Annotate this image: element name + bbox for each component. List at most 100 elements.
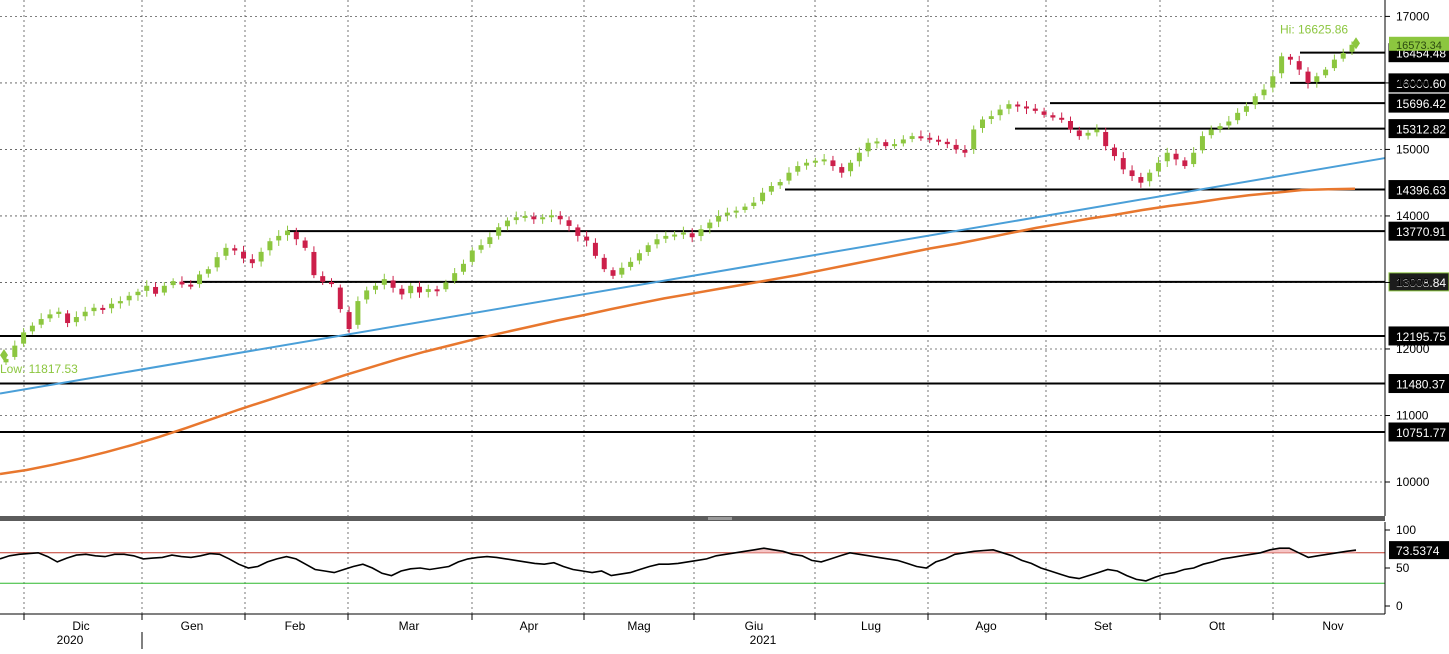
candle-body — [425, 289, 431, 292]
candlestick — [1050, 112, 1056, 121]
candlestick — [1147, 169, 1153, 187]
candle-body — [980, 119, 986, 128]
candle-body — [302, 240, 308, 248]
candlestick — [619, 262, 625, 278]
level-tag-label: 10751.77 — [1396, 426, 1446, 440]
candle-body — [601, 257, 607, 270]
candle-body — [760, 192, 766, 202]
candle-body — [381, 279, 387, 285]
candle-body — [109, 303, 115, 309]
candlestick — [1059, 112, 1065, 123]
candle-body — [487, 237, 493, 245]
candle-body — [1006, 104, 1012, 109]
candle-body — [786, 172, 792, 181]
candle-body — [883, 142, 889, 147]
candlestick — [469, 247, 475, 266]
candlestick — [540, 214, 546, 224]
candlestick — [1331, 54, 1337, 71]
candle-body — [153, 286, 159, 294]
candle-body — [1173, 153, 1179, 160]
high-annotation-label: Hi: 16625.86 — [1280, 22, 1348, 36]
candle-body — [1349, 44, 1355, 52]
candle-body — [1199, 136, 1205, 151]
candle-body — [249, 259, 255, 264]
candle-body — [610, 270, 616, 276]
month-tick-label: Giu — [745, 619, 764, 633]
candle-body — [1235, 112, 1241, 121]
low-annotation-label: Low: 11817.53 — [0, 362, 78, 376]
candlestick — [883, 139, 889, 149]
candlestick — [381, 273, 387, 290]
candle-body — [988, 116, 994, 119]
candlestick — [425, 284, 431, 298]
candle-body — [1164, 152, 1170, 162]
candlestick — [768, 182, 774, 196]
candle-body — [1147, 172, 1153, 182]
candlestick — [293, 227, 299, 246]
candle-body — [56, 311, 62, 314]
level-price-tag: 10751.77 — [1388, 422, 1449, 442]
candlestick — [909, 132, 915, 143]
candlestick — [38, 313, 44, 329]
candle-body — [285, 230, 291, 236]
month-tick-label: Ott — [1209, 619, 1226, 633]
candle-body — [329, 282, 335, 285]
candlestick — [1340, 48, 1346, 62]
candle-body — [874, 141, 880, 144]
candle-body — [531, 216, 537, 220]
candlestick — [557, 211, 563, 225]
candlestick — [760, 187, 766, 205]
level-price-tag: 13770.91 — [1388, 221, 1449, 241]
candlestick — [126, 291, 132, 306]
candlestick — [372, 282, 378, 295]
candle-body — [900, 139, 906, 144]
panel-divider-handle — [708, 517, 732, 520]
candlestick — [1182, 157, 1188, 169]
candle-body — [38, 319, 44, 325]
candle-body — [927, 137, 933, 140]
candlestick — [214, 251, 220, 272]
candle-body — [73, 317, 79, 323]
candlestick — [856, 147, 862, 167]
candlestick — [100, 304, 106, 314]
candle-body — [557, 215, 563, 220]
rsi-line — [0, 547, 1357, 582]
candle-body — [724, 212, 730, 216]
level-tag-box — [1388, 221, 1449, 241]
candlestick — [1261, 84, 1267, 100]
candlestick — [1006, 100, 1012, 115]
candlestick — [522, 211, 528, 222]
candlestick — [812, 157, 818, 167]
candle-body — [1305, 71, 1311, 83]
candlestick — [73, 311, 79, 327]
candle-body — [751, 202, 757, 207]
candlestick — [1296, 55, 1302, 75]
candle-body — [936, 139, 942, 142]
candle-body — [821, 159, 827, 162]
candle-body — [636, 253, 642, 261]
candlestick — [1305, 67, 1311, 89]
candlestick — [12, 340, 18, 360]
candlestick — [1155, 156, 1161, 177]
candle-body — [214, 257, 220, 268]
candlestick — [258, 247, 264, 267]
month-tick-label: Nov — [1322, 619, 1343, 633]
candle-body — [944, 141, 950, 145]
candle-body — [1050, 115, 1056, 118]
candlestick — [390, 275, 396, 293]
candlestick — [1287, 54, 1293, 65]
candlestick — [117, 296, 123, 309]
candle-body — [513, 217, 519, 221]
candle-body — [135, 291, 141, 296]
level-tag-label: 11480.37 — [1396, 378, 1445, 392]
level-price-tag: 12195.75 — [1388, 326, 1449, 346]
rsi-tick-label: 50 — [1396, 561, 1410, 575]
candle-body — [663, 235, 669, 239]
candle-body — [29, 325, 35, 332]
rsi-tag-box — [1389, 541, 1449, 560]
level-tag-label: 16000.60 — [1396, 77, 1446, 91]
candlestick — [971, 125, 977, 154]
rsi-tag-label: 73.5374 — [1396, 544, 1440, 558]
candlestick — [452, 268, 458, 284]
candlestick — [672, 231, 678, 241]
